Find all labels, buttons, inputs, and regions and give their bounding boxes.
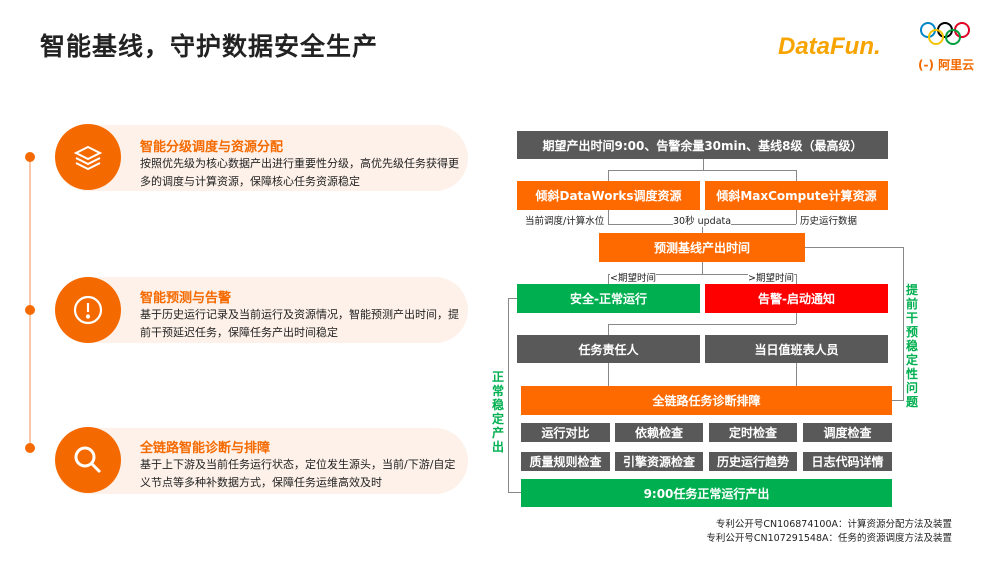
feature-card bbox=[55, 428, 468, 494]
patent-note: 专利公开号CN107291548A：任务的资源调度方法及装置 bbox=[706, 533, 952, 544]
feature-card bbox=[55, 277, 468, 343]
maxcompute-resource-box: 倾斜MaxCompute计算资源 bbox=[705, 181, 888, 210]
output-box: 9:00任务正常运行产出 bbox=[521, 479, 892, 507]
search-icon bbox=[55, 427, 121, 493]
feature-title: 智能分级调度与资源分配 bbox=[140, 140, 284, 155]
label-history: 历史运行数据 bbox=[800, 216, 858, 227]
feature-title: 智能预测与告警 bbox=[140, 291, 232, 306]
alert-icon bbox=[55, 277, 121, 343]
feature-title: 全链路智能诊断与排障 bbox=[140, 441, 271, 456]
check-box: 日志代码详情 bbox=[803, 452, 892, 471]
olympic-rings-icon bbox=[920, 22, 970, 45]
feature-desc: 按照优先级为核心数据产出进行重要性分级，高优先级任务获得更多的调度与计算资源，保… bbox=[140, 157, 459, 188]
page-title: 智能基线，守护数据安全生产 bbox=[40, 32, 379, 61]
label-update: 30秒 updata bbox=[673, 213, 732, 227]
check-box: 依赖检查 bbox=[615, 423, 703, 442]
check-box: 质量规则检查 bbox=[521, 452, 610, 471]
label-current: 当前调度/计算水位 bbox=[525, 213, 605, 227]
alarm-box: 告警-启动通知 bbox=[705, 284, 888, 313]
label-lt: <期望时间 bbox=[610, 270, 656, 284]
check-box: 引擎资源检查 bbox=[615, 452, 703, 471]
right-loop-label: 提前干预稳定性问题 bbox=[905, 283, 919, 409]
timeline-line bbox=[29, 157, 31, 449]
check-box: 历史运行趋势 bbox=[709, 452, 797, 471]
check-box: 调度检查 bbox=[803, 423, 892, 442]
dataworks-resource-box: 倾斜DataWorks调度资源 bbox=[517, 181, 700, 210]
check-box: 定时检查 bbox=[709, 423, 797, 442]
predict-box: 预测基线产出时间 bbox=[599, 233, 805, 262]
datafun-logo: DataFun. bbox=[778, 33, 881, 60]
feature-card bbox=[55, 125, 468, 191]
diagnose-box: 全链路任务诊断排障 bbox=[521, 386, 892, 415]
patent-note: 专利公开号CN106874100A：计算资源分配方法及装置 bbox=[715, 519, 952, 530]
owner-box: 任务责任人 bbox=[517, 335, 700, 363]
safe-box: 安全-正常运行 bbox=[517, 284, 700, 313]
left-loop-label: 正常稳定产出 bbox=[491, 370, 505, 454]
timeline-dot bbox=[25, 443, 35, 453]
aliyun-logo: (-) 阿里云 bbox=[918, 58, 975, 72]
duty-box: 当日值班表人员 bbox=[705, 335, 888, 363]
feature-desc: 基于上下游及当前任务运行状态，定位发生源头，当前/下游/自定义节点等多种补数据方… bbox=[140, 458, 456, 489]
baseline-config-box: 期望产出时间9:00、告警余量30min、基线8级（最高级） bbox=[517, 131, 888, 159]
check-box: 运行对比 bbox=[521, 423, 610, 442]
feature-desc: 基于历史运行记录及当前运行及资源情况，智能预测产出时间，提前干预延迟任务，保障任… bbox=[140, 308, 459, 339]
timeline-dot bbox=[25, 152, 35, 162]
layers-icon bbox=[55, 124, 121, 190]
label-gt: >期望时间 bbox=[748, 270, 794, 284]
timeline-dot bbox=[25, 305, 35, 315]
